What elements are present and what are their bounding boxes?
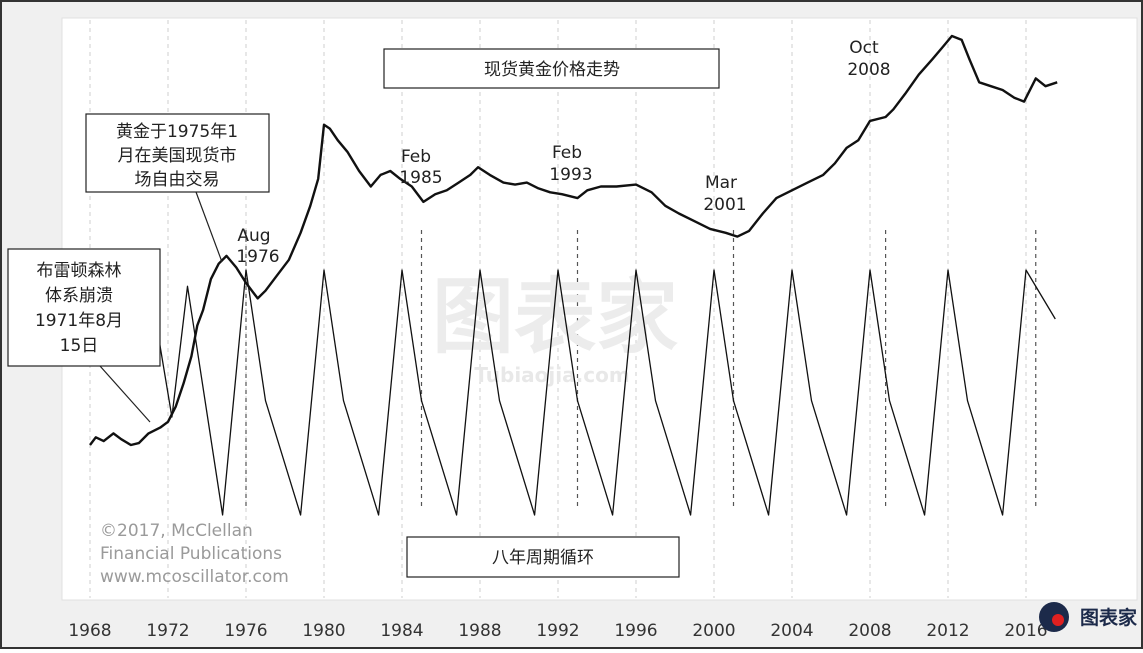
x-tick-label-2008: 2008	[848, 621, 891, 641]
logo-text: 图表家	[1080, 606, 1138, 629]
gold-trading-line-2: 月在美国现货市	[118, 146, 237, 166]
chart-title: 现货黄金价格走势	[484, 60, 620, 80]
x-tick-label-1988: 1988	[458, 621, 501, 641]
x-tick-label-2012: 2012	[926, 621, 969, 641]
gold-trading-pointer	[195, 191, 223, 263]
eight-year-cycle-line	[157, 269, 1056, 516]
series-layer	[89, 34, 1058, 516]
x-tick-label-2000: 2000	[692, 621, 735, 641]
annotation-oct-2008-month: Oct	[849, 38, 879, 58]
x-tick-label-1968: 1968	[68, 621, 111, 641]
gold-trading-note-box	[85, 113, 270, 193]
copyright-line-3: www.mcoscillator.com	[100, 567, 289, 587]
bretton-woods-line-1: 布雷顿森林	[37, 261, 122, 281]
subtitle-box	[406, 536, 680, 578]
chart-subtitle: 八年周期循环	[492, 548, 594, 568]
annotation-feb-1993-month: Feb	[552, 143, 582, 163]
annotation-oct-2008-year: 2008	[847, 60, 890, 80]
annotation-aug-1976-month: Aug	[237, 226, 270, 246]
brand-logo: 图表家	[1039, 602, 1138, 632]
annotation-feb-1985-month: Feb	[401, 147, 431, 167]
annotation-aug-1976-year: 1976	[236, 247, 279, 267]
bretton-woods-line-2: 体系崩溃	[45, 286, 113, 306]
x-tick-label-1984: 1984	[380, 621, 423, 641]
annotation-mar-2001-year: 2001	[703, 195, 746, 215]
x-tick-label-2004: 2004	[770, 621, 813, 641]
bretton-woods-note-box	[7, 248, 161, 367]
grid-lines	[89, 20, 1027, 598]
bretton-woods-line-4: 15日	[60, 336, 99, 356]
bretton-woods-pointer	[99, 365, 151, 423]
x-tick-label-1976: 1976	[224, 621, 267, 641]
copyright-line-1: ©2017, McClellan	[100, 521, 253, 541]
annotation-feb-1993-year: 1993	[549, 165, 592, 185]
bretton-woods-line-3: 1971年8月	[35, 311, 123, 331]
logo-mark-icon	[1052, 614, 1064, 626]
x-tick-label-1996: 1996	[614, 621, 657, 641]
cycle-low-markers	[245, 230, 1037, 510]
x-axis-tick-labels: 1968 1972 1976 1980 1984 1988 1992 1996 2000 2004…	[68, 621, 1047, 641]
watermark-url: Tubiaojia.com	[474, 363, 629, 387]
annotation-feb-1985-year: 1985	[399, 168, 442, 188]
watermark: 图表家	[432, 270, 678, 365]
copyright-line-2: Financial Publications	[100, 544, 282, 564]
gold-trading-line-1: 黄金于1975年1	[116, 122, 238, 142]
gold-price-line	[89, 34, 1058, 447]
title-box	[383, 48, 720, 89]
x-tick-label-1980: 1980	[302, 621, 345, 641]
gold-trading-line-3: 场自由交易	[135, 170, 220, 190]
x-tick-label-1992: 1992	[536, 621, 579, 641]
annotation-mar-2001-month: Mar	[705, 173, 737, 193]
x-tick-label-1972: 1972	[146, 621, 189, 641]
x-tick-label-2016: 2016	[1004, 621, 1047, 641]
